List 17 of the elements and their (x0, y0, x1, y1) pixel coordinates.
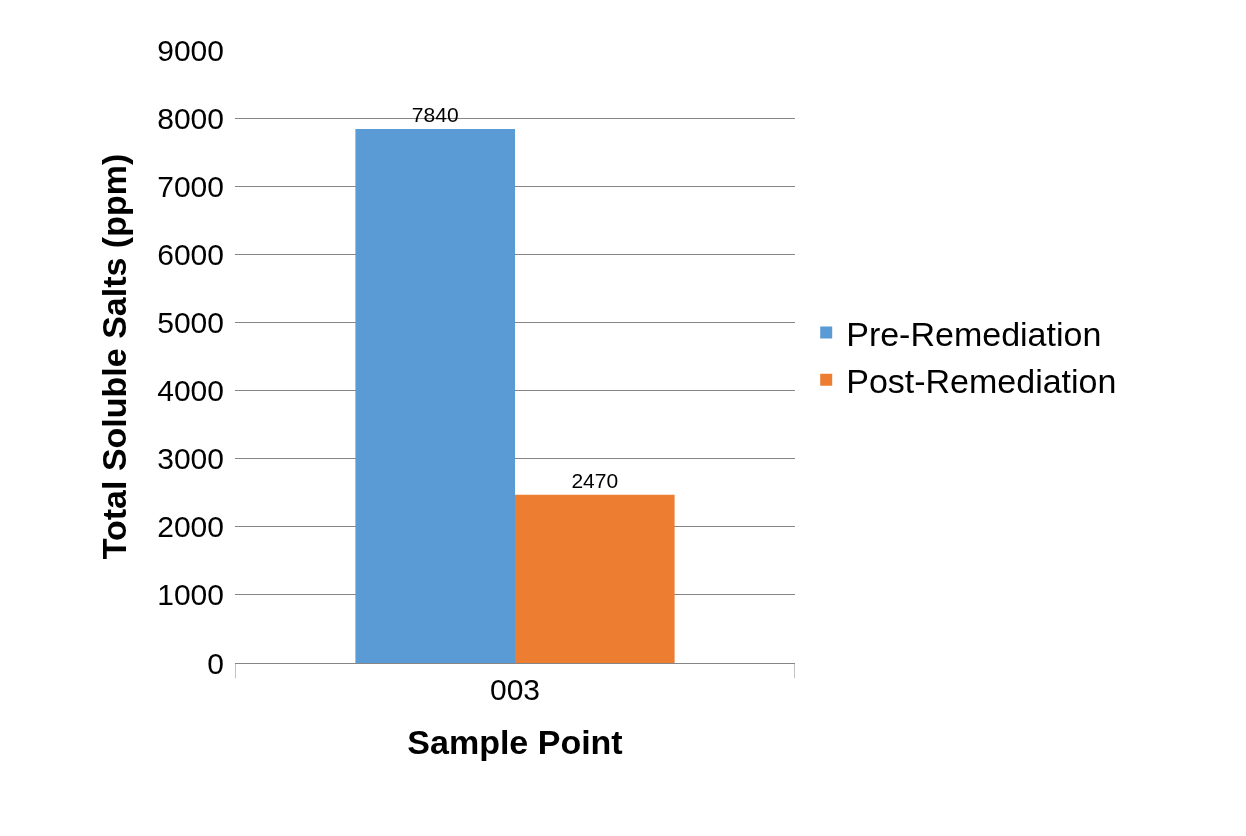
y-tick-label: 1000 (157, 578, 224, 612)
data-label: 2470 (571, 468, 619, 492)
y-tick-label: 0 (207, 646, 224, 680)
y-tick-label: 8000 (157, 101, 224, 135)
data-label: 7840 (411, 103, 459, 127)
y-tick-label: 4000 (157, 374, 224, 408)
x-tick-label: 003 (489, 673, 541, 706)
y-tick-label: 6000 (157, 237, 224, 271)
y-tick-label: 5000 (157, 305, 224, 339)
legend-label: Pre-Remediation (846, 314, 1102, 353)
legend-label: Post-Remediation (846, 362, 1117, 401)
y-tick-label: 7000 (157, 169, 224, 203)
y-tick-label: 2000 (157, 510, 224, 544)
y-tick-label: 3000 (157, 442, 224, 476)
y-tick-label: 9000 (157, 33, 224, 67)
y-axis-title: Total Soluble Salts (ppm) (94, 153, 133, 560)
x-axis-title: Sample Point (407, 723, 623, 762)
